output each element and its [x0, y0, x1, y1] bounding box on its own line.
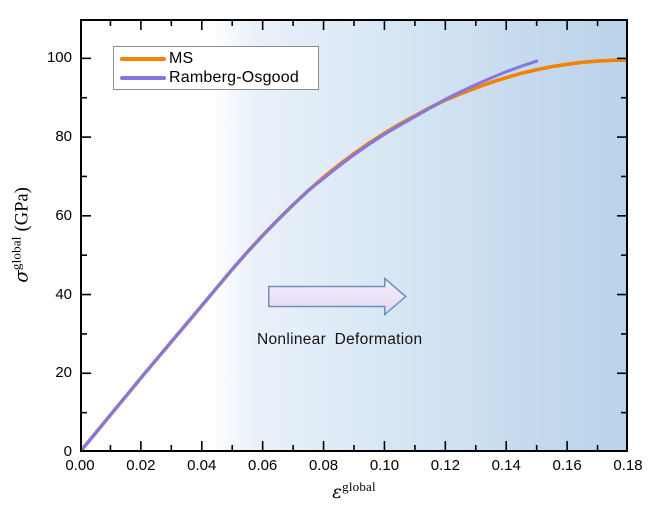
y-tick-label: 80 — [55, 128, 72, 146]
y-axis-label: σglobal(GPa) — [8, 187, 33, 283]
x-tick-label: 0.04 — [187, 457, 217, 474]
sigma-symbol: σ — [11, 270, 33, 283]
y-tick-label: 100 — [46, 49, 72, 67]
x-axis-label: εglobal — [332, 479, 376, 504]
y-tick-label: 40 — [55, 285, 72, 303]
x-tick-label: 0.00 — [65, 457, 95, 474]
x-tick-label: 0.16 — [552, 457, 582, 474]
y-tick-label: 60 — [55, 206, 72, 224]
x-tick-label: 0.10 — [369, 457, 400, 474]
epsilon-symbol: ε — [332, 482, 343, 504]
y-tick-label: 0 — [63, 443, 72, 460]
shaded-region — [213, 19, 628, 452]
legend-item-ms: MS — [120, 49, 312, 68]
plot-area: MS Ramberg-Osgood Nonlinear Deformation — [80, 19, 628, 452]
legend-item-ramberg-osgood: Ramberg-Osgood — [120, 68, 312, 87]
legend: MS Ramberg-Osgood — [113, 46, 319, 90]
x-tick-label: 0.06 — [248, 457, 278, 474]
right-arrow-icon — [268, 276, 407, 317]
x-tick-label: 0.02 — [126, 457, 156, 474]
x-tick-label: 0.12 — [430, 457, 460, 474]
x-tick-label: 0.18 — [613, 457, 643, 474]
x-tick-label: 0.14 — [491, 457, 521, 474]
legend-label-ms: MS — [169, 49, 194, 67]
ms-line-swatch-icon — [120, 56, 166, 61]
x-axis-superscript: global — [342, 479, 376, 494]
nonlinear-deformation-label: Nonlinear Deformation — [256, 330, 423, 348]
plot-frame — [80, 19, 628, 452]
x-tick-label: 0.08 — [308, 457, 339, 474]
ramberg-osgood-curve — [80, 59, 539, 452]
plot-svg — [80, 19, 628, 452]
legend-label-ramberg-osgood: Ramberg-Osgood — [169, 68, 299, 86]
y-axis-superscript: global — [8, 236, 24, 271]
ramberg-osgood-line-swatch-icon — [120, 75, 166, 80]
y-tick-label: 20 — [55, 364, 72, 382]
